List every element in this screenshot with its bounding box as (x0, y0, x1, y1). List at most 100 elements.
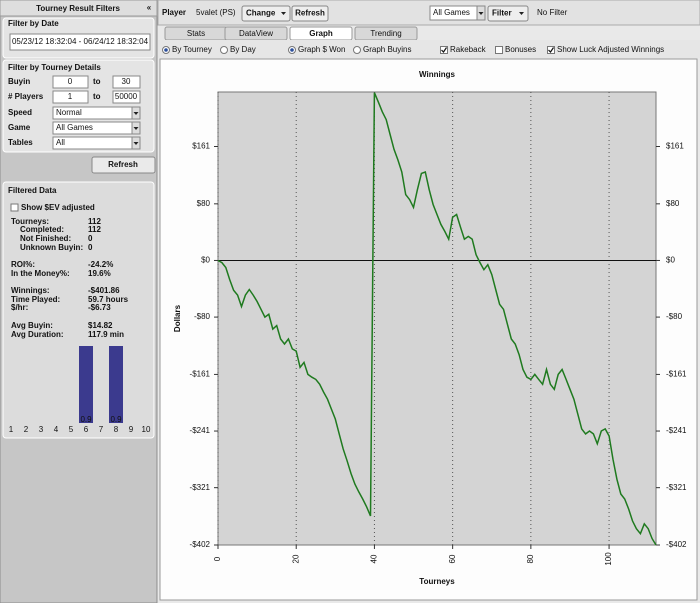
number-input[interactable] (112, 75, 141, 89)
checkbox[interactable] (547, 46, 555, 54)
button-label: Refresh (295, 9, 325, 18)
tab-label: Stats (187, 29, 205, 38)
field-label: Game (8, 123, 31, 132)
input-value: 1 (68, 92, 73, 101)
stat-label: Not Finished: (20, 234, 71, 243)
player-name: 5valet (PS) (196, 8, 236, 17)
stat-value: 117.9 min (88, 330, 124, 339)
radio[interactable] (353, 46, 361, 54)
dropdown-value: Normal (56, 108, 82, 117)
stat-label: Time Played: (11, 295, 60, 304)
x-tick-label: 3 (39, 425, 44, 434)
stat-label: Winnings: (11, 286, 50, 295)
radio[interactable] (220, 46, 228, 54)
field-label: Tables (8, 138, 33, 147)
date-input[interactable] (9, 33, 151, 51)
y-tick-label: $0 (201, 256, 210, 265)
option-label: Graph Buyins (363, 45, 411, 54)
section-heading: Filter by Tourney Details (8, 63, 101, 72)
section-heading: Filter by Date (8, 19, 59, 28)
stat-value: 0 (88, 243, 93, 252)
player-label: Player (162, 8, 186, 17)
x-tick-label: 10 (142, 425, 151, 434)
radio-dot (290, 48, 294, 52)
y-tick-label: -$80 (194, 312, 211, 321)
y-tick-label: $0 (666, 256, 675, 265)
stat-label: Avg Buyin: (11, 321, 53, 330)
x-tick-label: 6 (84, 425, 89, 434)
field-label: Buyin (8, 77, 30, 86)
dropdown-value: All Games (56, 123, 93, 132)
bar (109, 346, 123, 423)
y-tick-label: -$161 (190, 370, 211, 379)
change-button[interactable] (241, 5, 291, 22)
stat-value: $14.82 (88, 321, 113, 330)
x-tick-label: 2 (24, 425, 29, 434)
dropdown-arrow (133, 112, 139, 115)
radio-dot (164, 48, 168, 52)
y-tick-label: $161 (192, 142, 210, 151)
filter-button[interactable] (487, 5, 529, 22)
check-mark (548, 47, 554, 53)
bar (79, 346, 93, 423)
dropdown[interactable] (52, 136, 141, 150)
stat-value: 19.6% (88, 269, 111, 278)
dropdown-arrow (478, 12, 484, 15)
y-tick-label: -$402 (666, 540, 687, 549)
stat-label: Avg Duration: (11, 330, 64, 339)
y-tick-label: -$321 (190, 483, 211, 492)
checkbox[interactable] (495, 46, 503, 54)
filter-status: No Filter (537, 8, 568, 17)
dropdown-value: All (56, 138, 65, 147)
date-range: 05/23/12 18:32:04 - 06/24/12 18:32:04 (12, 37, 149, 46)
checkbox[interactable] (440, 46, 448, 54)
dropdown-arrow (519, 12, 524, 15)
x-tick-label: 8 (114, 425, 119, 434)
x-axis-label: Tourneys (419, 577, 455, 586)
button-label: Refresh (108, 160, 138, 169)
number-input[interactable] (52, 90, 89, 104)
field-label: to (93, 77, 101, 86)
x-tick-label: 60 (448, 554, 457, 563)
x-tick-label: 1 (9, 425, 14, 434)
x-tick-label: 7 (99, 425, 104, 434)
x-tick-label: 9 (129, 425, 134, 434)
refresh-button[interactable] (291, 5, 329, 22)
y-tick-label: -$321 (666, 483, 687, 492)
number-input[interactable] (52, 75, 89, 89)
x-tick-label: 0 (213, 556, 222, 561)
button-label: Change (246, 9, 276, 18)
x-tick-label: 20 (291, 554, 300, 563)
collapse-button[interactable]: « (147, 3, 152, 12)
option-label: By Tourney (172, 45, 212, 54)
winnings-line (217, 92, 657, 546)
checkbox-label: Show $EV adjusted (21, 203, 95, 212)
button-label: Filter (492, 9, 512, 18)
stat-label: In the Money%: (11, 269, 70, 278)
stat-label: ROI%: (11, 260, 35, 269)
dropdown-arrow (281, 12, 286, 15)
field-label: # Players (8, 92, 44, 101)
y-tick-label: $80 (666, 199, 680, 208)
y-tick-label: -$80 (666, 312, 683, 321)
dropdown-arrow (133, 127, 139, 130)
stat-value: 112 (88, 225, 101, 234)
y-axis-label: Dollars (173, 304, 182, 332)
y-tick-label: -$241 (666, 426, 687, 435)
x-tick-label: 5 (69, 425, 74, 434)
number-input[interactable] (112, 90, 141, 104)
x-tick-label: 40 (370, 554, 379, 563)
stat-label: $/hr: (11, 303, 28, 312)
dropdown-value: All Games (433, 8, 470, 17)
plot-area (217, 91, 657, 546)
bar-label: 0.9 (110, 415, 122, 424)
stat-value: -$401.86 (88, 286, 120, 295)
y-tick-label: -$402 (190, 540, 211, 549)
refresh-button[interactable] (91, 156, 156, 174)
option-label: Show Luck Adjusted Winnings (557, 45, 664, 54)
checkbox[interactable] (10, 203, 19, 212)
dropdown-arrow (133, 142, 139, 145)
field-label: Speed (8, 108, 32, 117)
